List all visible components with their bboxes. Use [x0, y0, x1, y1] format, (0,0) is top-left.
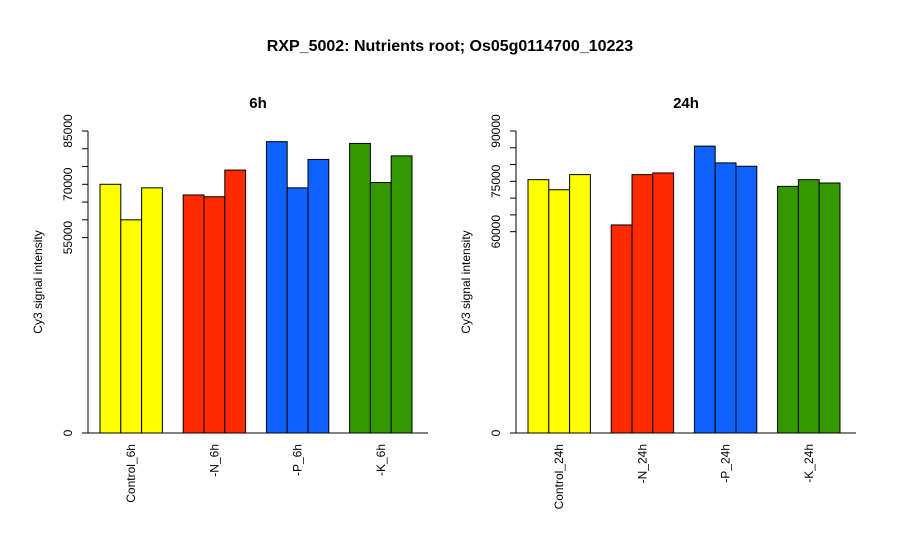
- bar: [610, 224, 633, 434]
- bar: [182, 194, 205, 434]
- bar: [307, 158, 330, 434]
- x-tick-label: Control_6h: [124, 444, 138, 503]
- x-tick-label: -P_6h: [291, 444, 305, 476]
- y-tick-label: 90000: [489, 114, 503, 148]
- y-tick-label: 0: [61, 429, 75, 436]
- bar: [349, 142, 371, 434]
- y-tick-label: 70000: [61, 167, 75, 201]
- x-tick-label: -N_6h: [207, 444, 221, 477]
- y-tick-label: 55000: [61, 221, 75, 255]
- y-tick-label: 60000: [489, 215, 503, 249]
- y-tick-label: 75000: [489, 164, 503, 198]
- bar: [203, 196, 226, 434]
- x-tick-label: -K_24h: [802, 444, 816, 483]
- x-tick-label: Control_24h: [552, 444, 566, 509]
- x-tick-label: -P_24h: [719, 444, 733, 483]
- bar: [369, 182, 392, 434]
- bar: [120, 219, 143, 434]
- bar: [286, 187, 309, 434]
- bar: [818, 182, 841, 434]
- bar: [652, 172, 675, 434]
- bar: [735, 165, 758, 434]
- x-tick-label: -K_6h: [374, 444, 388, 476]
- page-title: RXP_5002: Nutrients root; Os05g0114700_1…: [266, 38, 634, 55]
- bar: [390, 155, 413, 434]
- bar: [527, 179, 550, 434]
- y-axis-label: Cy3 signal intensity: [459, 230, 473, 333]
- chart-panel-24h: 24h Cy3 signal intensity Control_24h -N_24h…: [459, 95, 856, 509]
- bar: [265, 141, 288, 434]
- bar: [99, 183, 122, 434]
- panel-title: 24h: [673, 95, 699, 112]
- bar: [224, 169, 247, 434]
- bar: [714, 162, 737, 434]
- bar: [569, 174, 591, 434]
- y-tick-label: 85000: [61, 114, 75, 148]
- bar: [797, 179, 820, 434]
- bar: [548, 189, 571, 434]
- chart-panel-6h: 6h Cy3 signal intensity Control_6h -N_6h -P_…: [31, 95, 428, 503]
- bar: [141, 187, 163, 434]
- x-tick-label: -N_24h: [635, 444, 649, 483]
- panel-title: 6h: [249, 95, 267, 112]
- bar: [777, 185, 799, 434]
- bar: [693, 145, 716, 434]
- y-tick-label: 0: [489, 429, 503, 436]
- bar: [631, 174, 654, 434]
- y-axis-label: Cy3 signal intensity: [31, 230, 45, 333]
